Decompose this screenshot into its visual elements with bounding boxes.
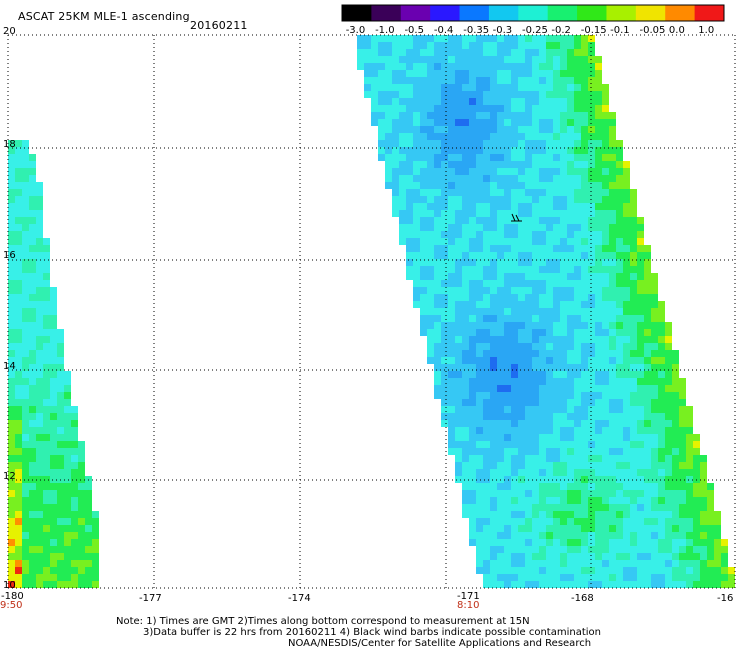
time-label-right: 8:10	[457, 600, 480, 611]
lon-label-16: -16	[717, 593, 734, 604]
lon-label-177: -177	[139, 593, 162, 604]
colorbar-swatches	[342, 5, 725, 21]
lat-label-18: 18	[3, 139, 16, 150]
colorbar-swatch	[518, 5, 549, 21]
lon-label-171: -171	[457, 591, 480, 602]
colorbar-swatch	[342, 5, 372, 21]
lat-label-10: 10	[3, 580, 16, 591]
lat-label-12: 12	[3, 471, 16, 482]
graticule-grid	[7, 34, 736, 589]
colorbar-swatch	[665, 5, 696, 21]
colorbar-swatch	[606, 5, 637, 21]
colorbar-swatch	[371, 5, 402, 21]
colorbar-label: -0.4	[433, 25, 454, 36]
map-date: 20160211	[190, 19, 248, 32]
wind-barb-icon	[511, 213, 522, 222]
lon-label-168: -168	[571, 593, 594, 604]
colorbar-swatch	[459, 5, 490, 21]
lat-label-14: 14	[3, 361, 16, 372]
colorbar-frame	[341, 4, 725, 22]
time-label-left: 9:50	[0, 600, 23, 611]
colorbar-swatch	[547, 5, 578, 21]
colorbar-label: -3.0	[345, 25, 366, 36]
note-line-2: 3)Data buffer is 22 hrs from 20160211 4)…	[143, 627, 601, 638]
colorbar-swatch	[694, 5, 725, 21]
lat-label-16: 16	[3, 250, 16, 261]
colorbar-label: -0.2	[551, 25, 571, 36]
swath-layer	[8, 35, 735, 588]
colorbar-label: 0.0	[668, 25, 685, 36]
note-line-3: NOAA/NESDIS/Center for Satellite Applica…	[288, 638, 592, 649]
colorbar-swatch	[400, 5, 431, 21]
colorbar-label: -0.05	[639, 25, 666, 36]
colorbar-label: -0.35	[463, 25, 490, 36]
map-plot	[7, 34, 736, 589]
colorbar-label: -0.15	[580, 25, 607, 36]
colorbar-label: 1.0	[698, 25, 715, 36]
colorbar-swatch	[488, 5, 519, 21]
colorbar	[341, 4, 725, 22]
colorbar-label: -0.25	[522, 25, 548, 36]
colorbar-label: -1.0	[375, 25, 395, 36]
colorbar-swatch	[577, 5, 607, 21]
colorbar-label: -0.5	[404, 25, 424, 36]
lon-label-180: -180	[1, 591, 24, 602]
map-title: ASCAT 25KM MLE-1 ascending	[18, 10, 190, 23]
lat-label-20: 20	[3, 26, 16, 37]
note-line-1: Note: 1) Times are GMT 2)Times along bot…	[116, 616, 530, 627]
colorbar-swatch	[635, 5, 666, 21]
colorbar-label: -0.3	[492, 25, 513, 36]
colorbar-label: -0.1	[610, 25, 630, 36]
colorbar-swatch	[430, 5, 461, 21]
lon-label-174: -174	[288, 593, 311, 604]
